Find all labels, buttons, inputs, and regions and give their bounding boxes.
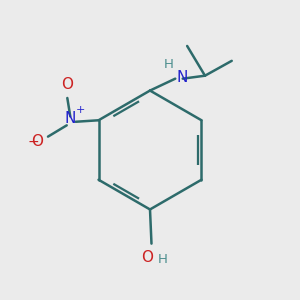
- Text: H: H: [164, 58, 174, 71]
- Text: O: O: [141, 250, 153, 265]
- Text: H: H: [158, 254, 168, 266]
- Text: −: −: [27, 135, 39, 149]
- Text: N: N: [64, 111, 76, 126]
- Text: N: N: [177, 70, 188, 85]
- Text: O: O: [61, 77, 73, 92]
- Text: O: O: [32, 134, 44, 149]
- Text: +: +: [76, 105, 85, 115]
